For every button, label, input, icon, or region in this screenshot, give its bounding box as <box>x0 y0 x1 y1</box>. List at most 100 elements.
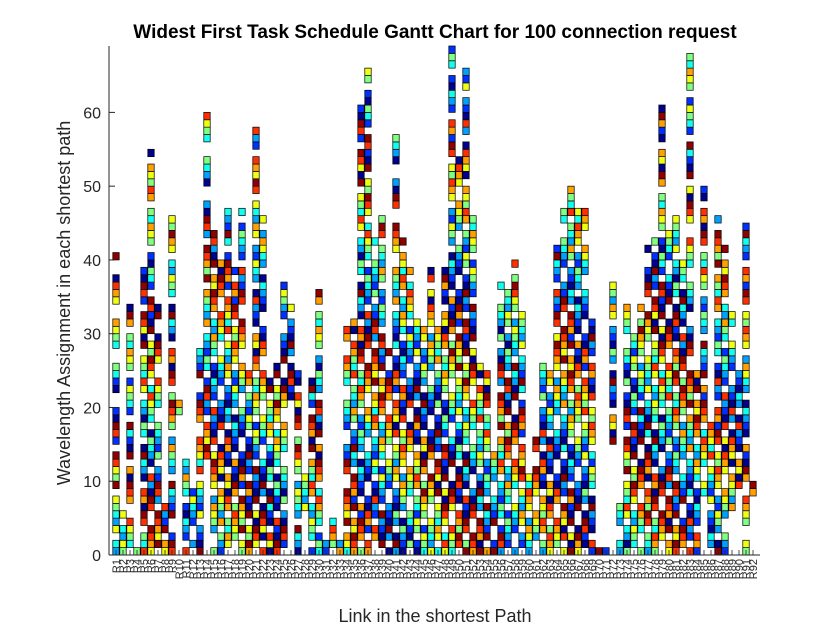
task-cell <box>644 333 652 342</box>
task-cell <box>735 429 743 438</box>
task-cell <box>469 444 477 453</box>
task-cell <box>735 458 743 467</box>
task-cell <box>168 259 176 268</box>
task-cell <box>203 126 211 135</box>
task-cell <box>238 296 246 305</box>
task-cell <box>658 222 666 231</box>
task-cell <box>434 340 442 349</box>
task-cell <box>609 392 617 401</box>
task-cell <box>273 429 281 438</box>
task-cell <box>252 134 260 143</box>
task-cell <box>154 384 162 394</box>
y-tick-label: 60 <box>83 105 101 122</box>
task-cell <box>714 252 722 261</box>
task-cell <box>742 333 750 342</box>
task-cell <box>672 362 680 371</box>
task-cell <box>539 370 547 379</box>
task-cell <box>203 163 211 172</box>
task-cell <box>469 244 477 253</box>
task-cell <box>112 503 120 512</box>
task-cell <box>245 377 253 386</box>
task-cell <box>672 311 680 320</box>
task-cell <box>399 480 407 489</box>
task-cell <box>455 266 463 276</box>
task-cell <box>665 362 673 371</box>
task-cell <box>273 444 281 453</box>
task-cell <box>217 414 225 423</box>
task-cell <box>308 466 316 475</box>
task-cell <box>406 480 414 489</box>
task-cell <box>658 325 666 335</box>
task-cell <box>518 488 526 497</box>
task-cell <box>455 178 463 187</box>
task-cell <box>126 480 134 489</box>
task-cell <box>378 510 386 519</box>
task-cell <box>126 303 134 312</box>
task-cell <box>693 399 701 408</box>
task-cell <box>406 510 414 519</box>
task-cell <box>210 281 218 290</box>
x-tick-label: R79 <box>657 559 669 579</box>
task-cell <box>658 303 666 312</box>
task-cell <box>483 458 491 467</box>
task-cell <box>112 517 120 526</box>
task-cell <box>721 399 729 408</box>
task-cell <box>238 510 246 519</box>
task-cell <box>679 517 687 526</box>
task-cell <box>644 244 652 253</box>
x-tick-label: R23 <box>265 559 277 579</box>
task-cell <box>252 266 260 276</box>
task-cell <box>189 488 197 497</box>
task-cell <box>147 163 155 172</box>
task-cell <box>252 215 260 224</box>
task-cell <box>378 296 386 305</box>
task-cell <box>147 458 155 467</box>
task-cell <box>686 480 694 489</box>
task-cell <box>112 495 120 504</box>
task-cell <box>721 311 729 320</box>
task-cell <box>413 362 421 371</box>
task-cell <box>350 503 358 512</box>
task-cell <box>553 333 561 342</box>
task-cell <box>665 458 673 467</box>
task-cell <box>455 377 463 386</box>
x-tick-label: R47 <box>433 559 445 579</box>
x-tick-label: R63 <box>545 559 557 579</box>
task-cell <box>168 495 176 504</box>
task-cell <box>630 362 638 371</box>
task-cell <box>504 289 512 298</box>
task-cell <box>574 480 582 489</box>
task-cell <box>742 399 750 408</box>
task-cell <box>644 473 652 482</box>
task-cell <box>441 311 449 320</box>
task-cell <box>518 318 526 327</box>
task-cell <box>504 392 512 401</box>
task-cell <box>231 370 239 379</box>
task-cell <box>308 414 316 423</box>
task-cell <box>273 525 281 534</box>
task-cell <box>392 185 400 194</box>
task-cell <box>686 60 694 69</box>
task-cell <box>259 392 267 401</box>
task-cell <box>623 303 631 312</box>
task-cell <box>546 444 554 453</box>
task-cell <box>126 392 134 401</box>
task-cell <box>700 458 708 467</box>
task-cell <box>280 303 288 312</box>
task-cell <box>623 355 631 364</box>
task-cell <box>378 495 386 504</box>
task-cell <box>476 436 484 445</box>
task-cell <box>308 458 316 467</box>
task-cell <box>280 436 288 445</box>
task-cell <box>308 392 316 401</box>
task-cell <box>469 377 477 386</box>
task-cell <box>245 458 253 467</box>
task-cell <box>385 510 393 519</box>
task-cell <box>630 399 638 408</box>
task-cell <box>658 119 666 128</box>
task-cell <box>392 517 400 526</box>
task-cell <box>168 480 176 489</box>
task-cell <box>308 488 316 497</box>
task-cell <box>364 539 372 548</box>
task-cell <box>378 517 386 526</box>
